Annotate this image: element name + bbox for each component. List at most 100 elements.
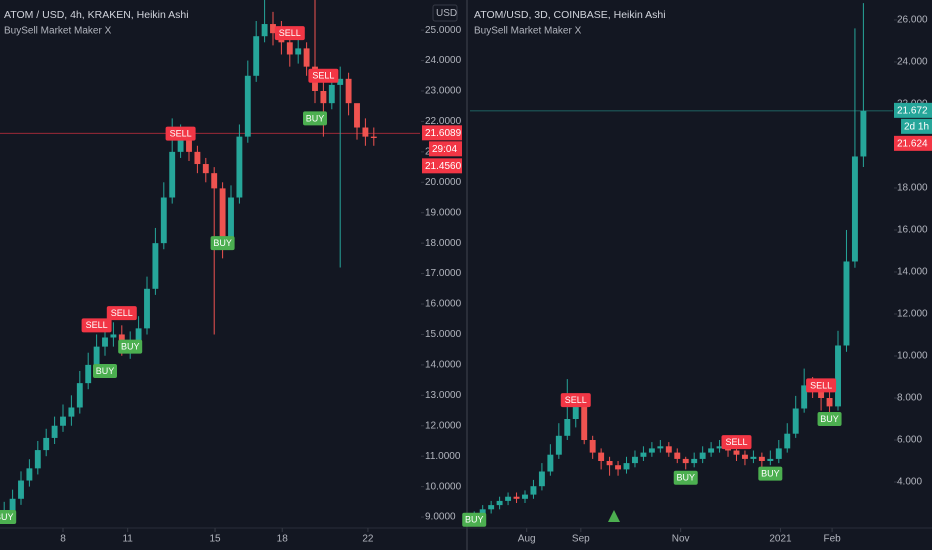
signal-label: SELL <box>86 320 108 330</box>
y-tick-label: 14.0000 <box>425 360 462 371</box>
signal-label: BUY <box>676 473 695 483</box>
x-tick-label: Aug <box>518 534 536 545</box>
candle-body <box>76 383 83 408</box>
signal-label: SELL <box>725 437 747 447</box>
price-label-bg <box>422 158 462 174</box>
candle-body <box>9 498 16 511</box>
candle-body <box>270 24 276 34</box>
candle-body <box>860 110 867 157</box>
candle-body <box>674 452 681 459</box>
candle-body <box>598 452 605 462</box>
axis-unit: USD <box>436 8 457 19</box>
y-tick-label: 8.000 <box>897 393 922 404</box>
signal-badge <box>0 510 17 525</box>
candle-body <box>328 84 335 104</box>
candle-body <box>85 364 92 384</box>
candle-body <box>370 136 377 138</box>
candle-body <box>110 334 117 338</box>
signal-badge <box>308 68 339 83</box>
chart-title: ATOM / USD, 4h, KRAKEN, Heikin Ashi <box>4 9 189 21</box>
y-tick-label: 24.000 <box>897 57 928 68</box>
signal-label: SELL <box>170 128 192 138</box>
axis-unit-bg <box>432 4 458 22</box>
signal-label: BUY <box>306 113 325 123</box>
chart-title: ATOM/USD, 3D, COINBASE, Heikin Ashi <box>474 9 666 21</box>
candle-body <box>589 440 596 453</box>
y-tick-label: 23.0000 <box>425 86 462 97</box>
price-label: 21.6089 <box>425 128 462 139</box>
candle-body <box>18 480 24 499</box>
candle-body <box>43 437 50 451</box>
signal-badge <box>81 318 112 333</box>
candle-body <box>699 452 706 459</box>
signal-badge <box>806 378 837 393</box>
candle-body <box>750 456 757 459</box>
candle-body <box>152 243 159 289</box>
signal-badge <box>118 339 143 354</box>
candle-body <box>555 435 562 455</box>
signal-badge <box>817 411 842 426</box>
candle-body <box>488 505 495 510</box>
candle-body <box>648 448 655 453</box>
candle-body <box>522 494 528 499</box>
signal-badge <box>560 393 591 408</box>
candle-body <box>691 458 698 464</box>
candle-body <box>623 463 630 470</box>
candle-body <box>505 496 512 501</box>
y-tick-label: 4.000 <box>897 477 922 488</box>
candle-body <box>792 408 799 434</box>
x-tick-label: 11 <box>122 534 133 545</box>
candle-body <box>758 456 765 462</box>
y-tick-label: 12.0000 <box>425 420 462 431</box>
y-tick-label: 12.000 <box>897 309 928 320</box>
candle-body <box>118 334 125 344</box>
y-tick-label: 18.0000 <box>425 238 462 249</box>
price-label: 21.672 <box>897 105 928 116</box>
price-label-bg <box>894 135 932 151</box>
y-tick-label: 19.0000 <box>425 207 462 218</box>
price-label: 21.624 <box>897 138 928 149</box>
y-tick-label: 15.0000 <box>425 329 462 340</box>
signal-badge <box>721 435 752 450</box>
candle-body <box>236 136 243 198</box>
candle-body <box>606 461 613 466</box>
candle-body <box>716 446 723 449</box>
candle-body <box>362 127 369 137</box>
signal-label: SELL <box>312 71 334 81</box>
candle-body <box>286 42 293 55</box>
candle-body <box>708 448 715 453</box>
candle-body <box>51 425 58 438</box>
candle-body <box>547 454 554 472</box>
candle-body <box>93 346 100 365</box>
x-tick-label: 8 <box>60 534 66 545</box>
candle-body <box>835 345 841 407</box>
candle-body <box>177 136 184 152</box>
candle-body <box>530 486 537 495</box>
y-tick-label: 20.0000 <box>425 177 462 188</box>
candle-body <box>843 261 850 346</box>
signal-label: BUY <box>465 515 484 525</box>
candle-body <box>513 496 520 499</box>
candle-body <box>564 418 571 436</box>
signal-label: BUY <box>0 512 13 522</box>
x-tick-label: Nov <box>672 534 690 545</box>
y-tick-label: 14.000 <box>897 267 928 278</box>
y-tick-label: 24.0000 <box>425 55 462 66</box>
candle-body <box>68 407 75 417</box>
candle-body <box>135 328 142 341</box>
candle-body <box>657 446 664 449</box>
candle-body <box>228 197 234 244</box>
candle-body <box>733 450 740 455</box>
signal-label: BUY <box>121 341 140 351</box>
y-tick-label: 6.000 <box>897 435 922 446</box>
y-tick-label: 26.000 <box>897 15 928 26</box>
countdown-bg <box>901 118 932 134</box>
price-label-bg <box>422 125 462 141</box>
y-tick-label: 25.0000 <box>425 25 462 36</box>
candle-body <box>194 151 201 165</box>
y-tick-label: 11.0000 <box>425 451 461 462</box>
candle-body <box>102 337 108 347</box>
candle-body <box>496 500 503 506</box>
signal-label: SELL <box>279 28 301 38</box>
candle-body <box>34 450 41 469</box>
